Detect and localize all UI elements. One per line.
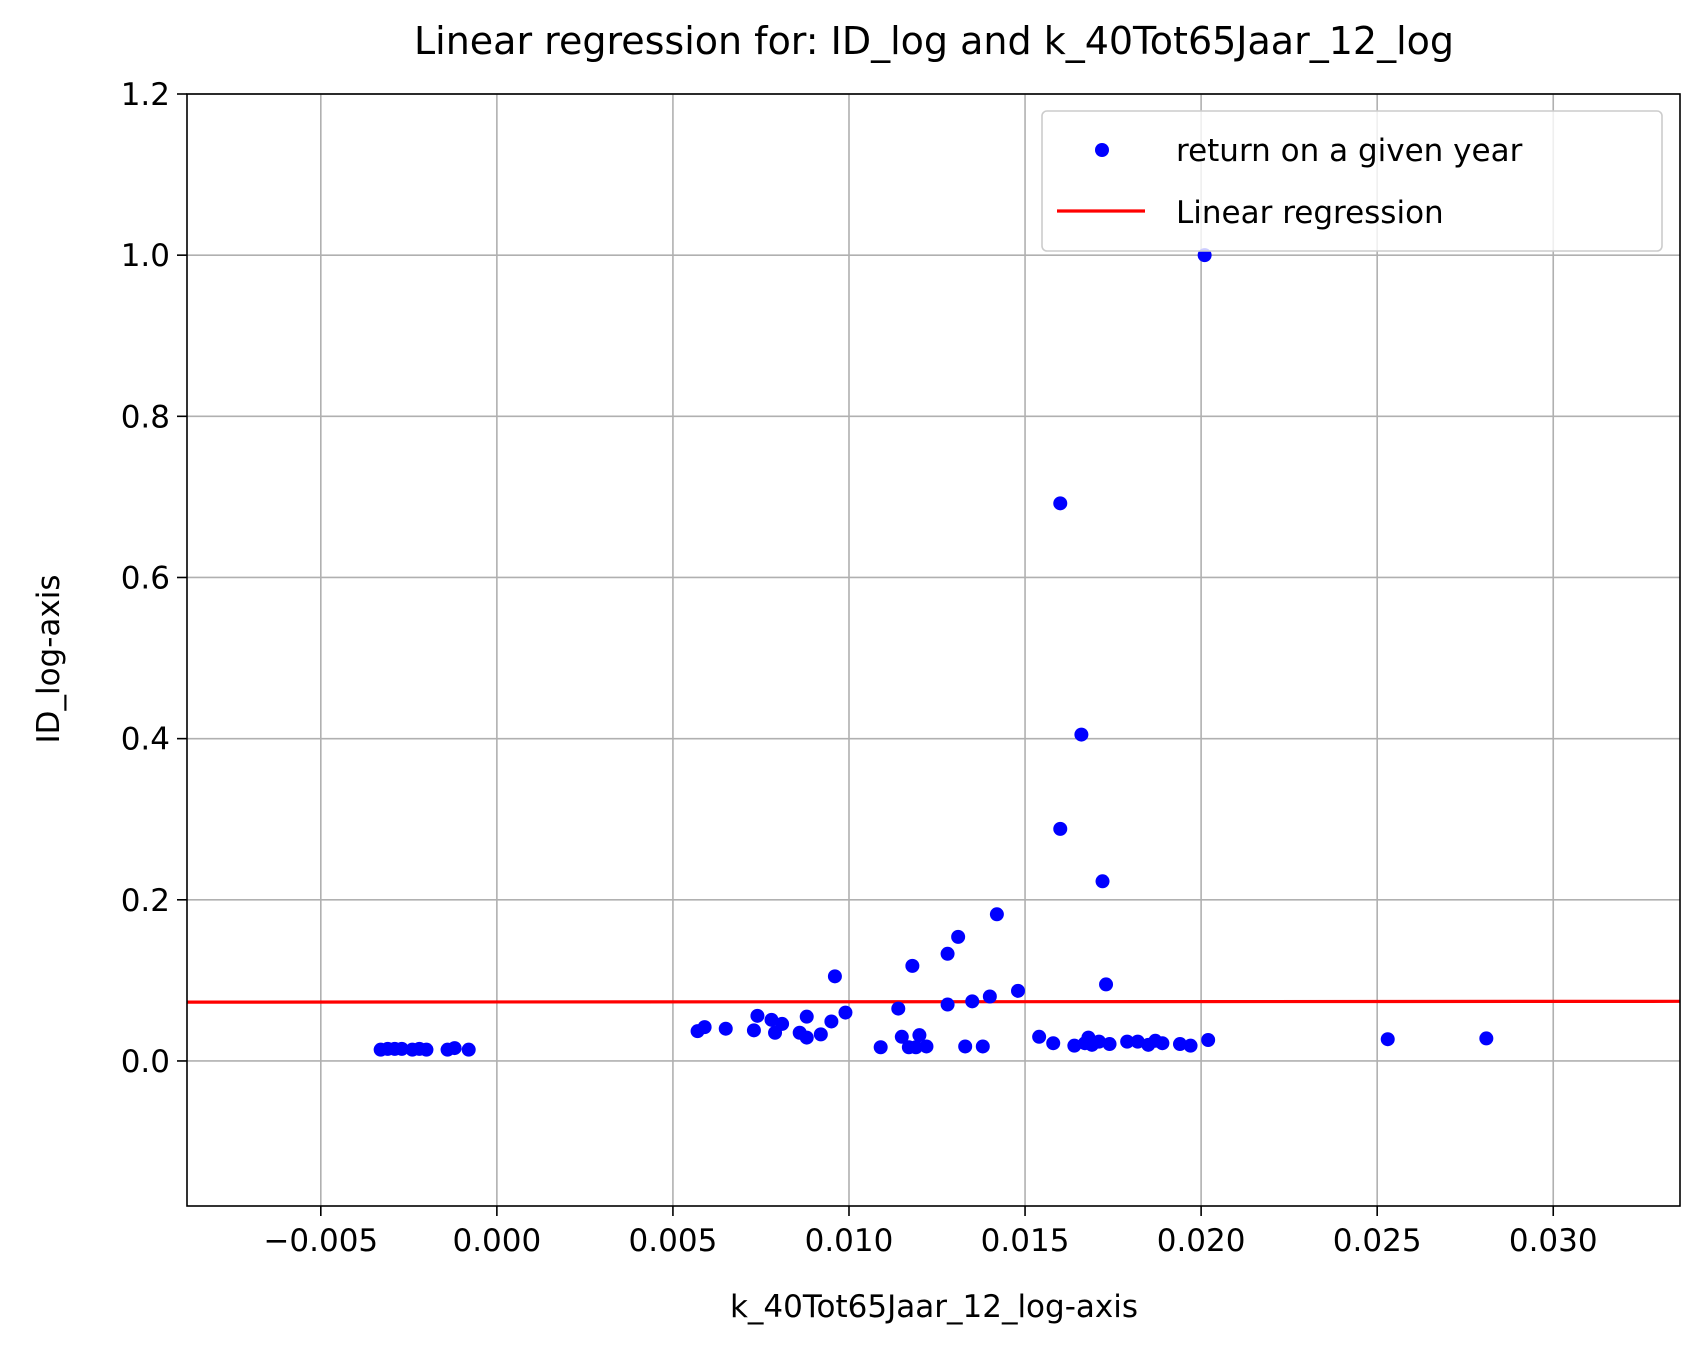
data-point xyxy=(775,1016,790,1031)
data-point xyxy=(1032,1029,1047,1044)
data-point xyxy=(1155,1036,1170,1051)
x-tick-label: 0.010 xyxy=(805,1223,894,1259)
legend-label-scatter: return on a given year xyxy=(1176,133,1523,169)
x-tick-label: 0.005 xyxy=(629,1223,718,1259)
y-tick-label: 0.4 xyxy=(121,722,170,758)
data-point xyxy=(813,1027,828,1042)
data-point xyxy=(912,1028,927,1043)
data-point xyxy=(940,997,955,1012)
data-point xyxy=(1091,1034,1106,1049)
x-tick-label: 0.000 xyxy=(452,1223,541,1259)
data-point xyxy=(1479,1031,1494,1046)
legend-scatter-marker xyxy=(1095,143,1109,157)
legend-label-line: Linear regression xyxy=(1176,195,1444,231)
data-point xyxy=(697,1020,712,1035)
scatter-series xyxy=(373,248,1494,1057)
regression-line xyxy=(186,999,1681,1004)
data-point xyxy=(940,946,955,961)
data-point xyxy=(1053,496,1068,511)
data-point xyxy=(461,1042,476,1057)
y-tick-label: 0.8 xyxy=(121,399,170,435)
data-point xyxy=(894,1029,909,1044)
data-point xyxy=(965,994,980,1009)
x-tick-label: 0.015 xyxy=(981,1223,1070,1259)
axis-ticks: −0.005 0.000 0.005 0.010 0.015 0.020 0.025 0.03… xyxy=(121,77,1598,1259)
data-point xyxy=(1130,1034,1145,1049)
x-tick-label: 0.025 xyxy=(1333,1223,1422,1259)
data-point xyxy=(799,1030,814,1045)
y-tick-label: 0.6 xyxy=(121,560,170,596)
data-point xyxy=(764,1012,779,1027)
data-point xyxy=(419,1042,434,1057)
data-point xyxy=(799,1009,814,1024)
y-tick-label: 0.0 xyxy=(121,1044,170,1080)
y-tick-label: 0.2 xyxy=(121,883,170,919)
x-axis-label: k_40Tot65Jaar_12_log-axis xyxy=(730,1289,1138,1325)
data-point xyxy=(1120,1034,1135,1049)
data-point xyxy=(718,1021,733,1036)
regression-series xyxy=(186,999,1681,1004)
data-point xyxy=(1053,821,1068,836)
legend: return on a given year Linear regression xyxy=(1041,110,1663,252)
data-point xyxy=(750,1008,765,1023)
data-point xyxy=(1102,1037,1117,1052)
data-point xyxy=(989,907,1004,922)
data-point xyxy=(1067,1038,1082,1053)
data-point xyxy=(827,969,842,984)
legend-box xyxy=(1041,110,1663,252)
data-point xyxy=(1172,1037,1187,1052)
data-point xyxy=(824,1014,839,1029)
data-point xyxy=(1011,983,1026,998)
data-point xyxy=(394,1041,409,1056)
data-point xyxy=(1201,1033,1216,1048)
y-tick-label: 1.2 xyxy=(121,77,170,113)
data-point xyxy=(975,1039,990,1054)
data-point xyxy=(1183,1038,1198,1053)
data-point xyxy=(1380,1032,1395,1047)
data-point xyxy=(746,1023,761,1038)
data-point xyxy=(838,1005,853,1020)
data-point xyxy=(447,1041,462,1056)
data-point xyxy=(873,1040,888,1055)
data-point xyxy=(1099,977,1114,992)
data-point xyxy=(1095,874,1110,889)
data-point xyxy=(951,929,966,944)
data-point xyxy=(958,1039,973,1054)
chart-title: Linear regression for: ID_log and k_40To… xyxy=(414,19,1454,63)
y-tick-label: 1.0 xyxy=(121,238,170,274)
x-tick-label: 0.020 xyxy=(1157,1223,1246,1259)
data-point xyxy=(919,1039,934,1054)
plot-frame xyxy=(186,93,1681,1207)
data-point xyxy=(1046,1036,1061,1051)
x-tick-label: −0.005 xyxy=(263,1223,378,1259)
y-axis-label: ID_log-axis xyxy=(31,574,67,743)
x-tick-label: 0.030 xyxy=(1509,1223,1598,1259)
data-point xyxy=(908,1040,923,1055)
data-point xyxy=(982,989,997,1004)
data-point xyxy=(905,958,920,973)
data-point xyxy=(891,1001,906,1016)
data-point xyxy=(1074,727,1089,742)
